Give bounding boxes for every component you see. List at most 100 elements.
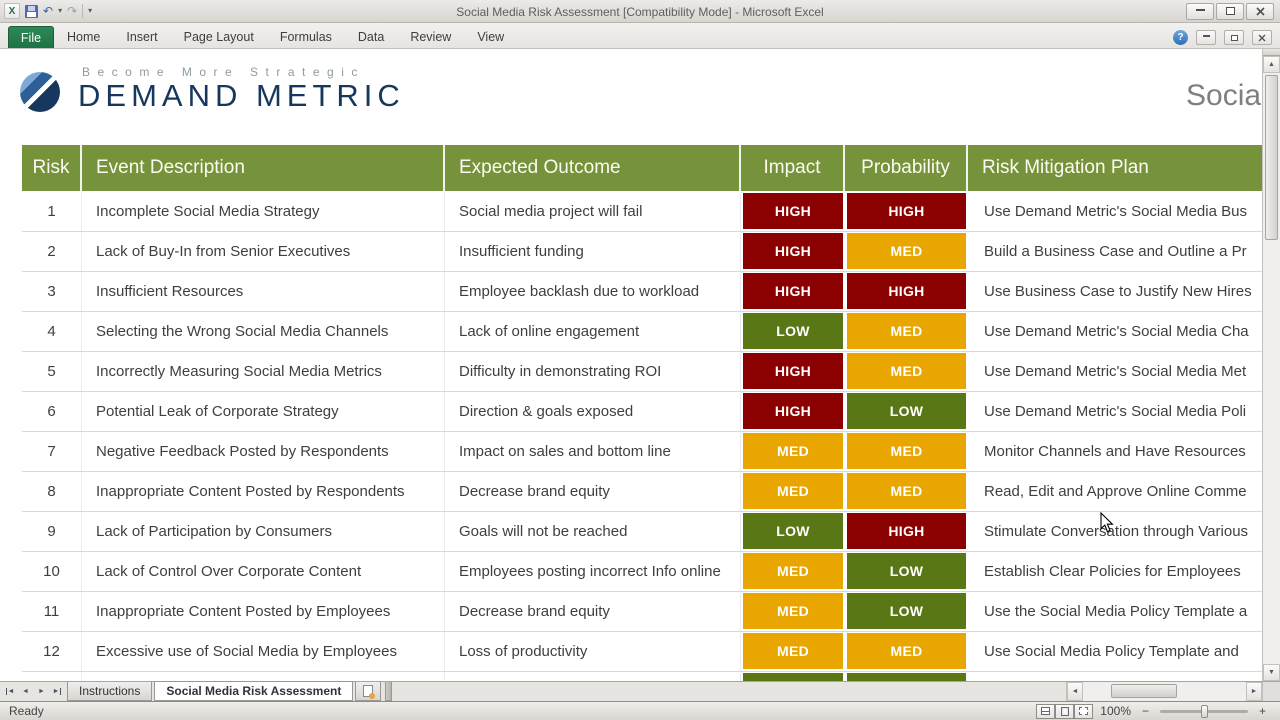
cell-event-description[interactable]: Insufficient Resources [82, 272, 445, 311]
tab-data[interactable]: Data [357, 30, 385, 44]
workbook-close-button[interactable] [1252, 30, 1272, 45]
cell-risk-number[interactable]: 1 [22, 192, 82, 231]
cell-event-description[interactable]: Lack of Participation by Consumers [82, 512, 445, 551]
cell-impact[interactable]: MED [741, 552, 845, 591]
cell-expected-outcome[interactable]: Insufficient funding [445, 232, 741, 271]
cell-risk-number[interactable]: 3 [22, 272, 82, 311]
insert-worksheet-button[interactable] [355, 682, 382, 701]
cell-probability[interactable]: HIGH [845, 512, 968, 551]
cell-impact[interactable]: HIGH [741, 192, 845, 231]
vertical-split-handle[interactable] [1263, 49, 1280, 56]
cell-risk-mitigation[interactable]: Use Social Media Policy Template and [984, 643, 1239, 660]
tab-page-layout[interactable]: Page Layout [183, 30, 254, 44]
scroll-up-icon[interactable]: ▲ [1263, 56, 1280, 73]
cell-probability[interactable]: MED [845, 352, 968, 391]
cell-risk-number[interactable]: 12 [22, 632, 82, 671]
cell-risk-mitigation[interactable]: Build a Business Case and Outline a Pr [984, 243, 1247, 260]
cell-risk-number[interactable]: 7 [22, 432, 82, 471]
next-sheet-icon[interactable]: ► [38, 688, 45, 695]
previous-sheet-icon[interactable]: ◄ [22, 688, 29, 695]
first-sheet-icon[interactable]: ◄ [5, 688, 15, 695]
cell-expected-outcome[interactable]: Loss of productivity [445, 632, 741, 671]
minimize-button[interactable] [1186, 2, 1214, 20]
help-icon[interactable]: ? [1173, 30, 1188, 45]
cell-expected-outcome[interactable]: Decrease brand equity [445, 592, 741, 631]
column-header-expected-outcome[interactable]: Expected Outcome [445, 145, 741, 191]
normal-view-button[interactable] [1036, 703, 1056, 719]
horizontal-scrollbar-thumb[interactable] [1111, 684, 1177, 698]
scroll-left-icon[interactable]: ◄ [1067, 682, 1083, 701]
cell-event-description[interactable]: Negative Feedback Posted by Respondents [82, 432, 445, 471]
undo-dropdown-icon[interactable]: ▾ [58, 6, 63, 15]
tab-review[interactable]: Review [410, 30, 452, 44]
cell-probability[interactable]: HIGH [845, 192, 968, 231]
cell-risk-mitigation[interactable]: Use Demand Metric's Social Media Poli [984, 403, 1247, 420]
cell-event-description[interactable]: Lack of Control Over Corporate Content [82, 552, 445, 591]
tab-formulas[interactable]: Formulas [279, 30, 332, 44]
cell-risk-number[interactable]: 10 [22, 552, 82, 591]
cell-probability[interactable]: MED [845, 632, 968, 671]
cell-impact[interactable]: MED [741, 592, 845, 631]
cell-expected-outcome[interactable]: Impact on sales and bottom line [445, 432, 741, 471]
cell-probability[interactable]: MED [845, 472, 968, 511]
cell-event-description[interactable] [82, 672, 445, 681]
excel-app-icon[interactable]: X [4, 3, 20, 19]
workbook-minimize-button[interactable] [1196, 30, 1216, 45]
cell-impact[interactable]: MED [741, 472, 845, 511]
cell-expected-outcome[interactable]: Decrease brand equity [445, 472, 741, 511]
cell-expected-outcome[interactable]: Goals will not be reached [445, 512, 741, 551]
column-header-risk-mitigation-plan[interactable]: Risk Mitigation Plan [982, 157, 1149, 178]
cell-risk-mitigation[interactable]: Use Demand Metric's Social Media Cha [984, 323, 1249, 340]
cell-event-description[interactable]: Lack of Buy-In from Senior Executives [82, 232, 445, 271]
cell-risk-number[interactable]: 6 [22, 392, 82, 431]
worksheet[interactable]: Become More Strategic DEMAND METRIC Soci… [0, 49, 1262, 681]
cell-expected-outcome[interactable]: Lack of online engagement [445, 312, 741, 351]
cell-expected-outcome[interactable]: Employee backlash due to workload [445, 272, 741, 311]
vertical-scrollbar-thumb[interactable] [1265, 75, 1278, 240]
cell-probability[interactable]: MED [845, 432, 968, 471]
cell-probability[interactable]: LOW [845, 592, 968, 631]
workbook-restore-button[interactable] [1224, 30, 1244, 45]
cell-expected-outcome[interactable]: Employees posting incorrect Info online [445, 552, 741, 591]
cell-risk-mitigation[interactable]: Use Demand Metric's Social Media Met [984, 363, 1247, 380]
cell-event-description[interactable]: Excessive use of Social Media by Employe… [82, 632, 445, 671]
cell-risk-mitigation[interactable]: Establish Clear Policies for Employees [984, 563, 1241, 580]
cell-impact[interactable]: HIGH [741, 352, 845, 391]
zoom-out-icon[interactable]: − [1141, 704, 1149, 718]
cell-event-description[interactable]: Inappropriate Content Posted by Responde… [82, 472, 445, 511]
page-break-view-button[interactable] [1074, 703, 1094, 719]
tab-split-handle[interactable] [385, 682, 393, 701]
cell-event-description[interactable]: Incomplete Social Media Strategy [82, 192, 445, 231]
cell-impact[interactable]: LOW [741, 312, 845, 351]
cell-risk-mitigation[interactable] [968, 672, 1262, 681]
vertical-scrollbar[interactable]: ▲ ▼ [1262, 49, 1280, 681]
cell-event-description[interactable]: Inappropriate Content Posted by Employee… [82, 592, 445, 631]
cell-impact[interactable]: HIGH [741, 272, 845, 311]
cell-event-description[interactable]: Selecting the Wrong Social Media Channel… [82, 312, 445, 351]
cell-impact[interactable]: MED [741, 432, 845, 471]
cell-impact[interactable]: LOW [741, 672, 845, 681]
column-header-probability[interactable]: Probability [845, 145, 968, 191]
cell-expected-outcome[interactable]: Social media project will fail [445, 192, 741, 231]
last-sheet-icon[interactable]: ► [52, 688, 62, 695]
cell-risk-number[interactable]: 11 [22, 592, 82, 631]
redo-icon[interactable]: ↷ [67, 4, 78, 18]
cell-impact[interactable]: LOW [741, 512, 845, 551]
sheet-tab-instructions[interactable]: Instructions [67, 682, 153, 701]
cell-impact[interactable]: HIGH [741, 392, 845, 431]
cell-risk-mitigation[interactable]: Monitor Channels and Have Resources [984, 443, 1246, 460]
cell-risk-mitigation[interactable]: Use the Social Media Policy Template a [984, 603, 1248, 620]
cell-probability[interactable]: LOW [845, 672, 968, 681]
tab-insert[interactable]: Insert [126, 30, 158, 44]
close-button[interactable] [1246, 2, 1274, 20]
zoom-in-icon[interactable]: + [1258, 704, 1266, 718]
cell-event-description[interactable]: Potential Leak of Corporate Strategy [82, 392, 445, 431]
sheet-tab-social-media-risk-assessment[interactable]: Social Media Risk Assessment [154, 681, 354, 701]
horizontal-scrollbar[interactable]: ◄ ► [1066, 682, 1262, 701]
customize-qat-icon[interactable]: ▾ [88, 6, 93, 15]
cell-probability[interactable]: LOW [845, 392, 968, 431]
zoom-level[interactable]: 100% [1100, 704, 1131, 718]
cell-risk-number[interactable]: 4 [22, 312, 82, 351]
cell-risk-number[interactable]: 13 [22, 672, 82, 681]
cell-event-description[interactable]: Incorrectly Measuring Social Media Metri… [82, 352, 445, 391]
